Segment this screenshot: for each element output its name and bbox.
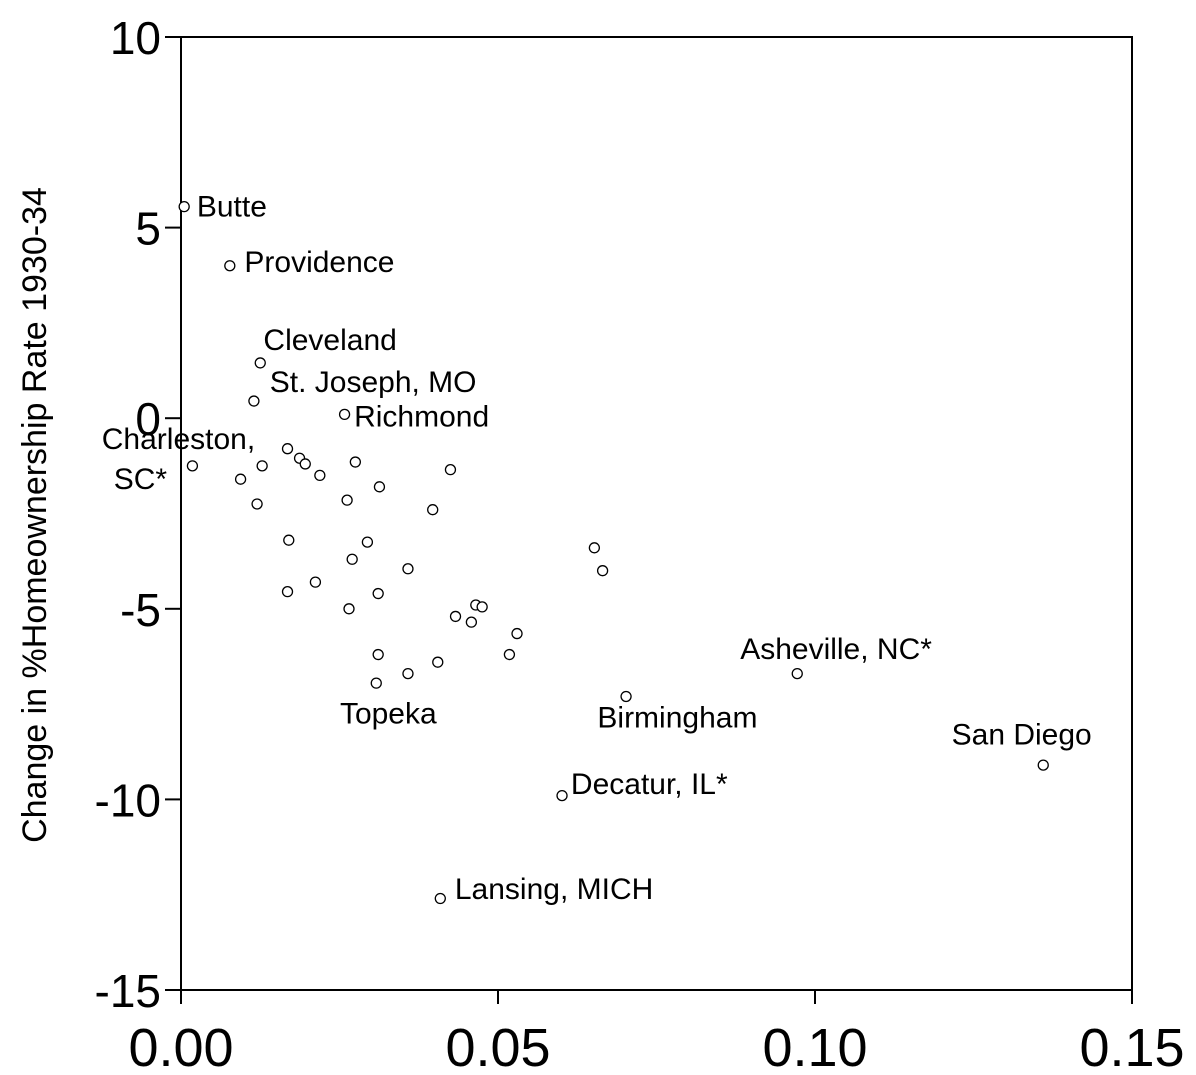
x-tick-label: 0.15 <box>1079 1018 1184 1075</box>
data-point <box>1037 759 1049 771</box>
data-point <box>234 473 247 485</box>
data-point <box>361 536 374 548</box>
y-axis-title: Change in %Homeownership Rate 1930-34 <box>16 187 54 843</box>
y-tick-label: 5 <box>135 203 161 255</box>
data-point <box>402 563 414 575</box>
data-point <box>349 456 362 468</box>
data-point <box>254 357 266 369</box>
data-point <box>314 469 326 482</box>
data-point <box>444 464 457 476</box>
data-point <box>372 587 384 600</box>
data-point <box>434 892 446 905</box>
data-point <box>251 498 263 510</box>
data-point <box>370 677 382 689</box>
point-labels: Butte Providence Cleveland St. Joseph, MORi… <box>102 191 1092 906</box>
data-point <box>465 616 478 628</box>
point-label: Decatur, IL* <box>571 768 728 801</box>
point-label: Charleston, <box>102 423 255 456</box>
data-point <box>343 603 355 615</box>
data-point <box>449 610 462 623</box>
data-point <box>281 585 294 598</box>
data-point <box>299 458 311 470</box>
y-tick-label: -15 <box>95 965 161 1017</box>
data-point <box>427 504 439 516</box>
data-points <box>178 200 1049 905</box>
data-point <box>373 481 386 493</box>
data-point <box>224 260 236 272</box>
data-point <box>588 542 601 554</box>
data-point <box>503 648 516 661</box>
data-point <box>372 648 384 661</box>
x-tick-label: 0.00 <box>128 1018 233 1075</box>
data-point <box>341 494 353 506</box>
data-point <box>186 460 199 472</box>
data-point <box>432 656 444 668</box>
point-label: Asheville, NC* <box>740 633 932 666</box>
data-point <box>620 690 632 703</box>
point-label: Providence <box>244 246 394 279</box>
data-point <box>338 408 351 421</box>
point-label: SC* <box>114 463 168 496</box>
data-point <box>178 200 190 213</box>
data-point <box>283 534 295 546</box>
x-tick-label: 0.10 <box>762 1018 867 1075</box>
point-label: Cleveland <box>263 324 396 357</box>
point-label: St. Joseph, MO <box>270 366 477 399</box>
point-label: Topeka <box>340 698 437 731</box>
data-point <box>596 565 609 577</box>
data-point <box>248 395 260 407</box>
data-point <box>476 601 488 613</box>
data-point <box>346 553 358 565</box>
x-axis: 0.00 0.05 0.10 0.15 <box>128 990 1185 1075</box>
point-label: San Diego <box>952 719 1092 752</box>
y-axis: 10 5 0 -5 -10 -15 <box>95 12 181 1017</box>
y-tick-label: -10 <box>95 774 161 826</box>
data-point <box>256 460 268 472</box>
data-point <box>556 789 568 802</box>
point-label: Richmond <box>354 400 489 433</box>
point-label: Butte <box>197 191 267 224</box>
data-point <box>511 627 523 640</box>
point-label: Birmingham <box>597 701 757 734</box>
y-tick-label: -5 <box>120 584 161 636</box>
data-point <box>402 667 414 680</box>
y-tick-label: 0 <box>135 393 161 445</box>
x-tick-label: 0.05 <box>445 1018 550 1075</box>
plot-frame <box>180 36 1133 991</box>
point-label: Lansing, MICH <box>455 873 653 906</box>
data-point <box>309 576 322 588</box>
data-point <box>791 667 803 680</box>
data-point <box>281 443 294 455</box>
y-tick-label: 10 <box>110 12 161 64</box>
